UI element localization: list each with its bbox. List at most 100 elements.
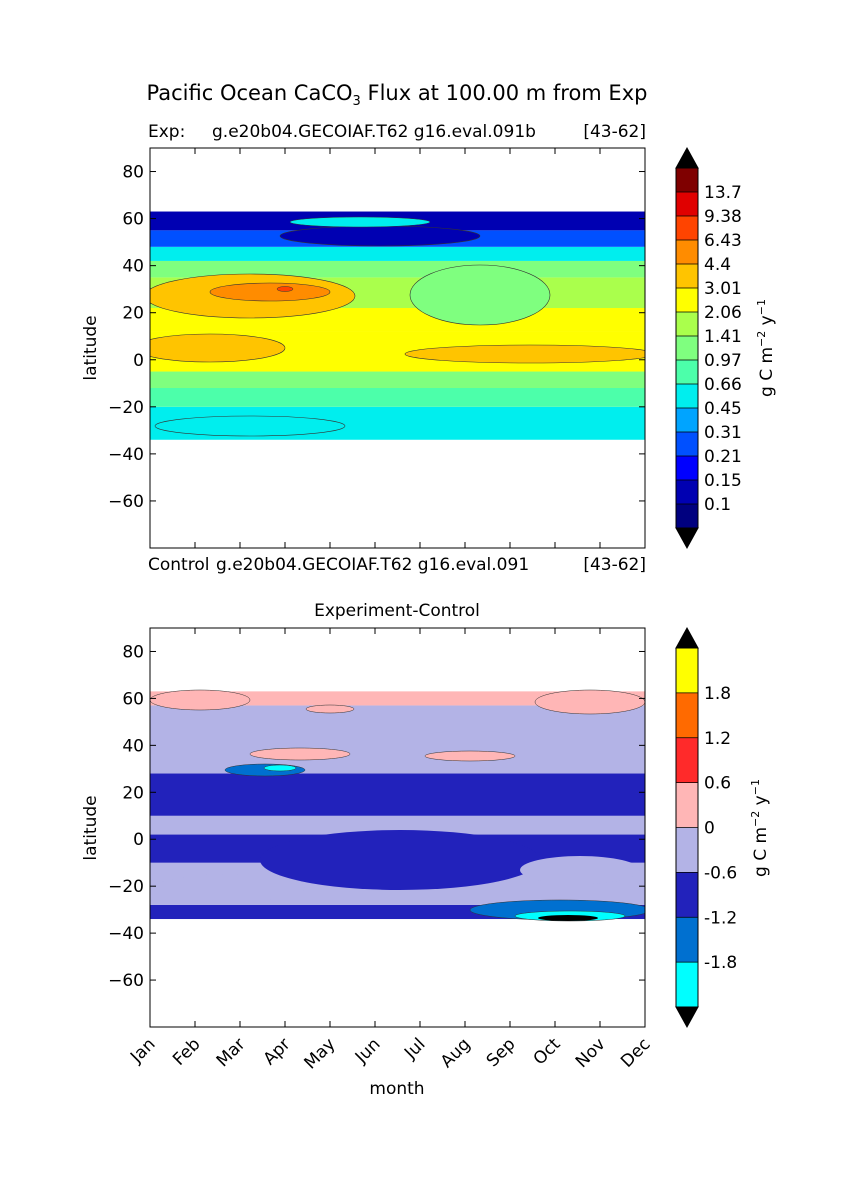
panel1-green-patch bbox=[409, 264, 551, 326]
panel2-west-pos bbox=[150, 689, 251, 711]
colorbar-tick-label: -1.8 bbox=[704, 953, 737, 973]
xtick-label: Oct bbox=[530, 1034, 565, 1069]
panel2-colorbar: -1.8 -1.2 -0.6 0 0.6 1.2 1.8 bbox=[675, 626, 737, 1029]
panel2-pos-patch-1 bbox=[249, 747, 351, 761]
xtick-label: May bbox=[301, 1034, 340, 1073]
xtick-label: Feb bbox=[169, 1034, 204, 1069]
colorbar-tick-label: 0.45 bbox=[704, 399, 742, 419]
colorbar-swatch bbox=[676, 264, 698, 288]
colorbar-swatch bbox=[676, 360, 698, 384]
panel1-north-ribbon bbox=[289, 216, 431, 228]
colorbar-swatch bbox=[676, 216, 698, 240]
panel2-title-left: Control bbox=[148, 555, 209, 575]
colorbar-tick-label: 4.4 bbox=[704, 255, 731, 275]
panel2-title-mid: g.e20b04.GECOIAF.T62 g16.eval.091 bbox=[216, 555, 529, 575]
panel2-axes-frame bbox=[149, 627, 646, 1028]
colorbar-swatch bbox=[676, 962, 698, 1007]
colorbar-swatch bbox=[676, 504, 698, 528]
colorbar-tick-label: 0.1 bbox=[704, 495, 731, 515]
colorbar-swatch bbox=[676, 648, 698, 693]
panel1-equator-east bbox=[404, 344, 645, 364]
ytick-label: −20 bbox=[108, 877, 144, 897]
ytick-label: 20 bbox=[122, 304, 144, 324]
panel2-colorbar-label: g C m−2 y−1 bbox=[749, 779, 771, 877]
panel1-north-low bbox=[279, 225, 481, 247]
colorbar-tick-label: 6.43 bbox=[704, 231, 742, 251]
colorbar-tick-label: 0.66 bbox=[704, 375, 742, 395]
colorbar-tick-label: 1.41 bbox=[704, 327, 742, 347]
ytick-label: 0 bbox=[133, 351, 144, 371]
colorbar-swatch bbox=[676, 240, 698, 264]
ytick-label: −60 bbox=[108, 492, 144, 512]
colorbar-tick-label: -0.6 bbox=[704, 863, 737, 883]
xtick-label: Jul bbox=[400, 1034, 429, 1063]
colorbar-tick-label: 13.7 bbox=[704, 183, 742, 203]
panel2-band bbox=[150, 773, 645, 816]
colorbar-tick-label: 0.97 bbox=[704, 351, 742, 371]
xtick-label: Jun bbox=[351, 1034, 385, 1068]
figure-title: Pacific Ocean CaCO3 Flux at 100.00 m fro… bbox=[147, 81, 648, 109]
colorbar-tick-label: 0.31 bbox=[704, 423, 742, 443]
xtick-label: Apr bbox=[260, 1034, 295, 1069]
xtick-label: Jan bbox=[126, 1034, 159, 1067]
colorbar-swatch bbox=[676, 872, 698, 918]
panel2-neg-core bbox=[263, 764, 297, 772]
xtick-label: Dec bbox=[617, 1034, 654, 1071]
ytick-label: 40 bbox=[122, 736, 144, 756]
colorbar-swatch bbox=[676, 168, 698, 192]
colorbar-under-arrow bbox=[675, 527, 699, 550]
panel2-southeast-light bbox=[520, 856, 640, 884]
colorbar-swatch bbox=[676, 456, 698, 480]
panel2-band bbox=[150, 705, 645, 774]
colorbar-swatch bbox=[676, 288, 698, 312]
ytick-label: −20 bbox=[108, 398, 144, 418]
colorbar-swatch bbox=[676, 480, 698, 504]
panel2-center-title: Experiment-Control bbox=[314, 601, 480, 621]
panel1-equator-west bbox=[150, 333, 286, 363]
panel2-band bbox=[150, 815, 645, 835]
panel2-ylabel: latitude bbox=[81, 795, 101, 860]
panel2-xlabel: month bbox=[369, 1079, 424, 1099]
colorbar-swatch bbox=[676, 737, 698, 783]
panel1-title-left: Exp: bbox=[148, 122, 185, 142]
xtick-label: Nov bbox=[572, 1034, 610, 1072]
xtick-label: Mar bbox=[213, 1034, 250, 1071]
colorbar-swatch bbox=[676, 192, 698, 216]
ytick-label: 0 bbox=[133, 830, 144, 850]
colorbar-frame bbox=[675, 167, 699, 529]
panel1-peak-core bbox=[276, 286, 294, 292]
xtick-label: Aug bbox=[437, 1034, 475, 1072]
colorbar-tick-label: 0.21 bbox=[704, 447, 742, 467]
ytick-label: 80 bbox=[122, 642, 144, 662]
colorbar-tick-label: 1.2 bbox=[704, 729, 731, 749]
panel2-south-under bbox=[538, 915, 598, 921]
panel1-band bbox=[150, 371, 645, 388]
colorbar-tick-label: 0.6 bbox=[704, 774, 731, 794]
colorbar-tick-label: 0.15 bbox=[704, 471, 742, 491]
ytick-label: −40 bbox=[108, 445, 144, 465]
colorbar-swatch bbox=[676, 408, 698, 432]
ytick-label: 20 bbox=[122, 783, 144, 803]
colorbar-swatch bbox=[676, 782, 698, 828]
panel1-title-right: [43-62] bbox=[583, 122, 646, 142]
panel-difference: Experiment-Control 80 60 40 20 0 −20 −40 −60 Ja… bbox=[81, 601, 771, 1099]
colorbar-swatch bbox=[676, 312, 698, 336]
panel1-field bbox=[150, 211, 645, 440]
colorbar-over-arrow bbox=[675, 146, 699, 169]
panel1-colorbar-label: g C m−2 y−1 bbox=[755, 299, 777, 397]
panel2-south-light bbox=[155, 874, 305, 902]
panel1-title-mid: g.e20b04.GECOIAF.T62 g16.eval.091b bbox=[212, 122, 536, 142]
ytick-label: 60 bbox=[122, 210, 144, 230]
colorbar-tick-label: 2.06 bbox=[704, 303, 742, 323]
ytick-label: −60 bbox=[108, 971, 144, 991]
panel2-pos-patch-2 bbox=[424, 750, 516, 762]
panel2-field bbox=[150, 689, 645, 922]
panel1-colorbar: 0.1 0.15 0.21 0.31 0.45 0.66 0.97 1.41 2.06 3.01 4… bbox=[675, 146, 742, 550]
xtick-label: Sep bbox=[483, 1034, 520, 1071]
panel-experiment: Exp: g.e20b04.GECOIAF.T62 g16.eval.091b … bbox=[81, 122, 777, 575]
colorbar-swatch bbox=[676, 827, 698, 873]
panel1-band bbox=[150, 246, 645, 261]
panel2-title-right: [43-62] bbox=[583, 555, 646, 575]
ytick-label: −40 bbox=[108, 924, 144, 944]
ytick-label: 40 bbox=[122, 257, 144, 277]
